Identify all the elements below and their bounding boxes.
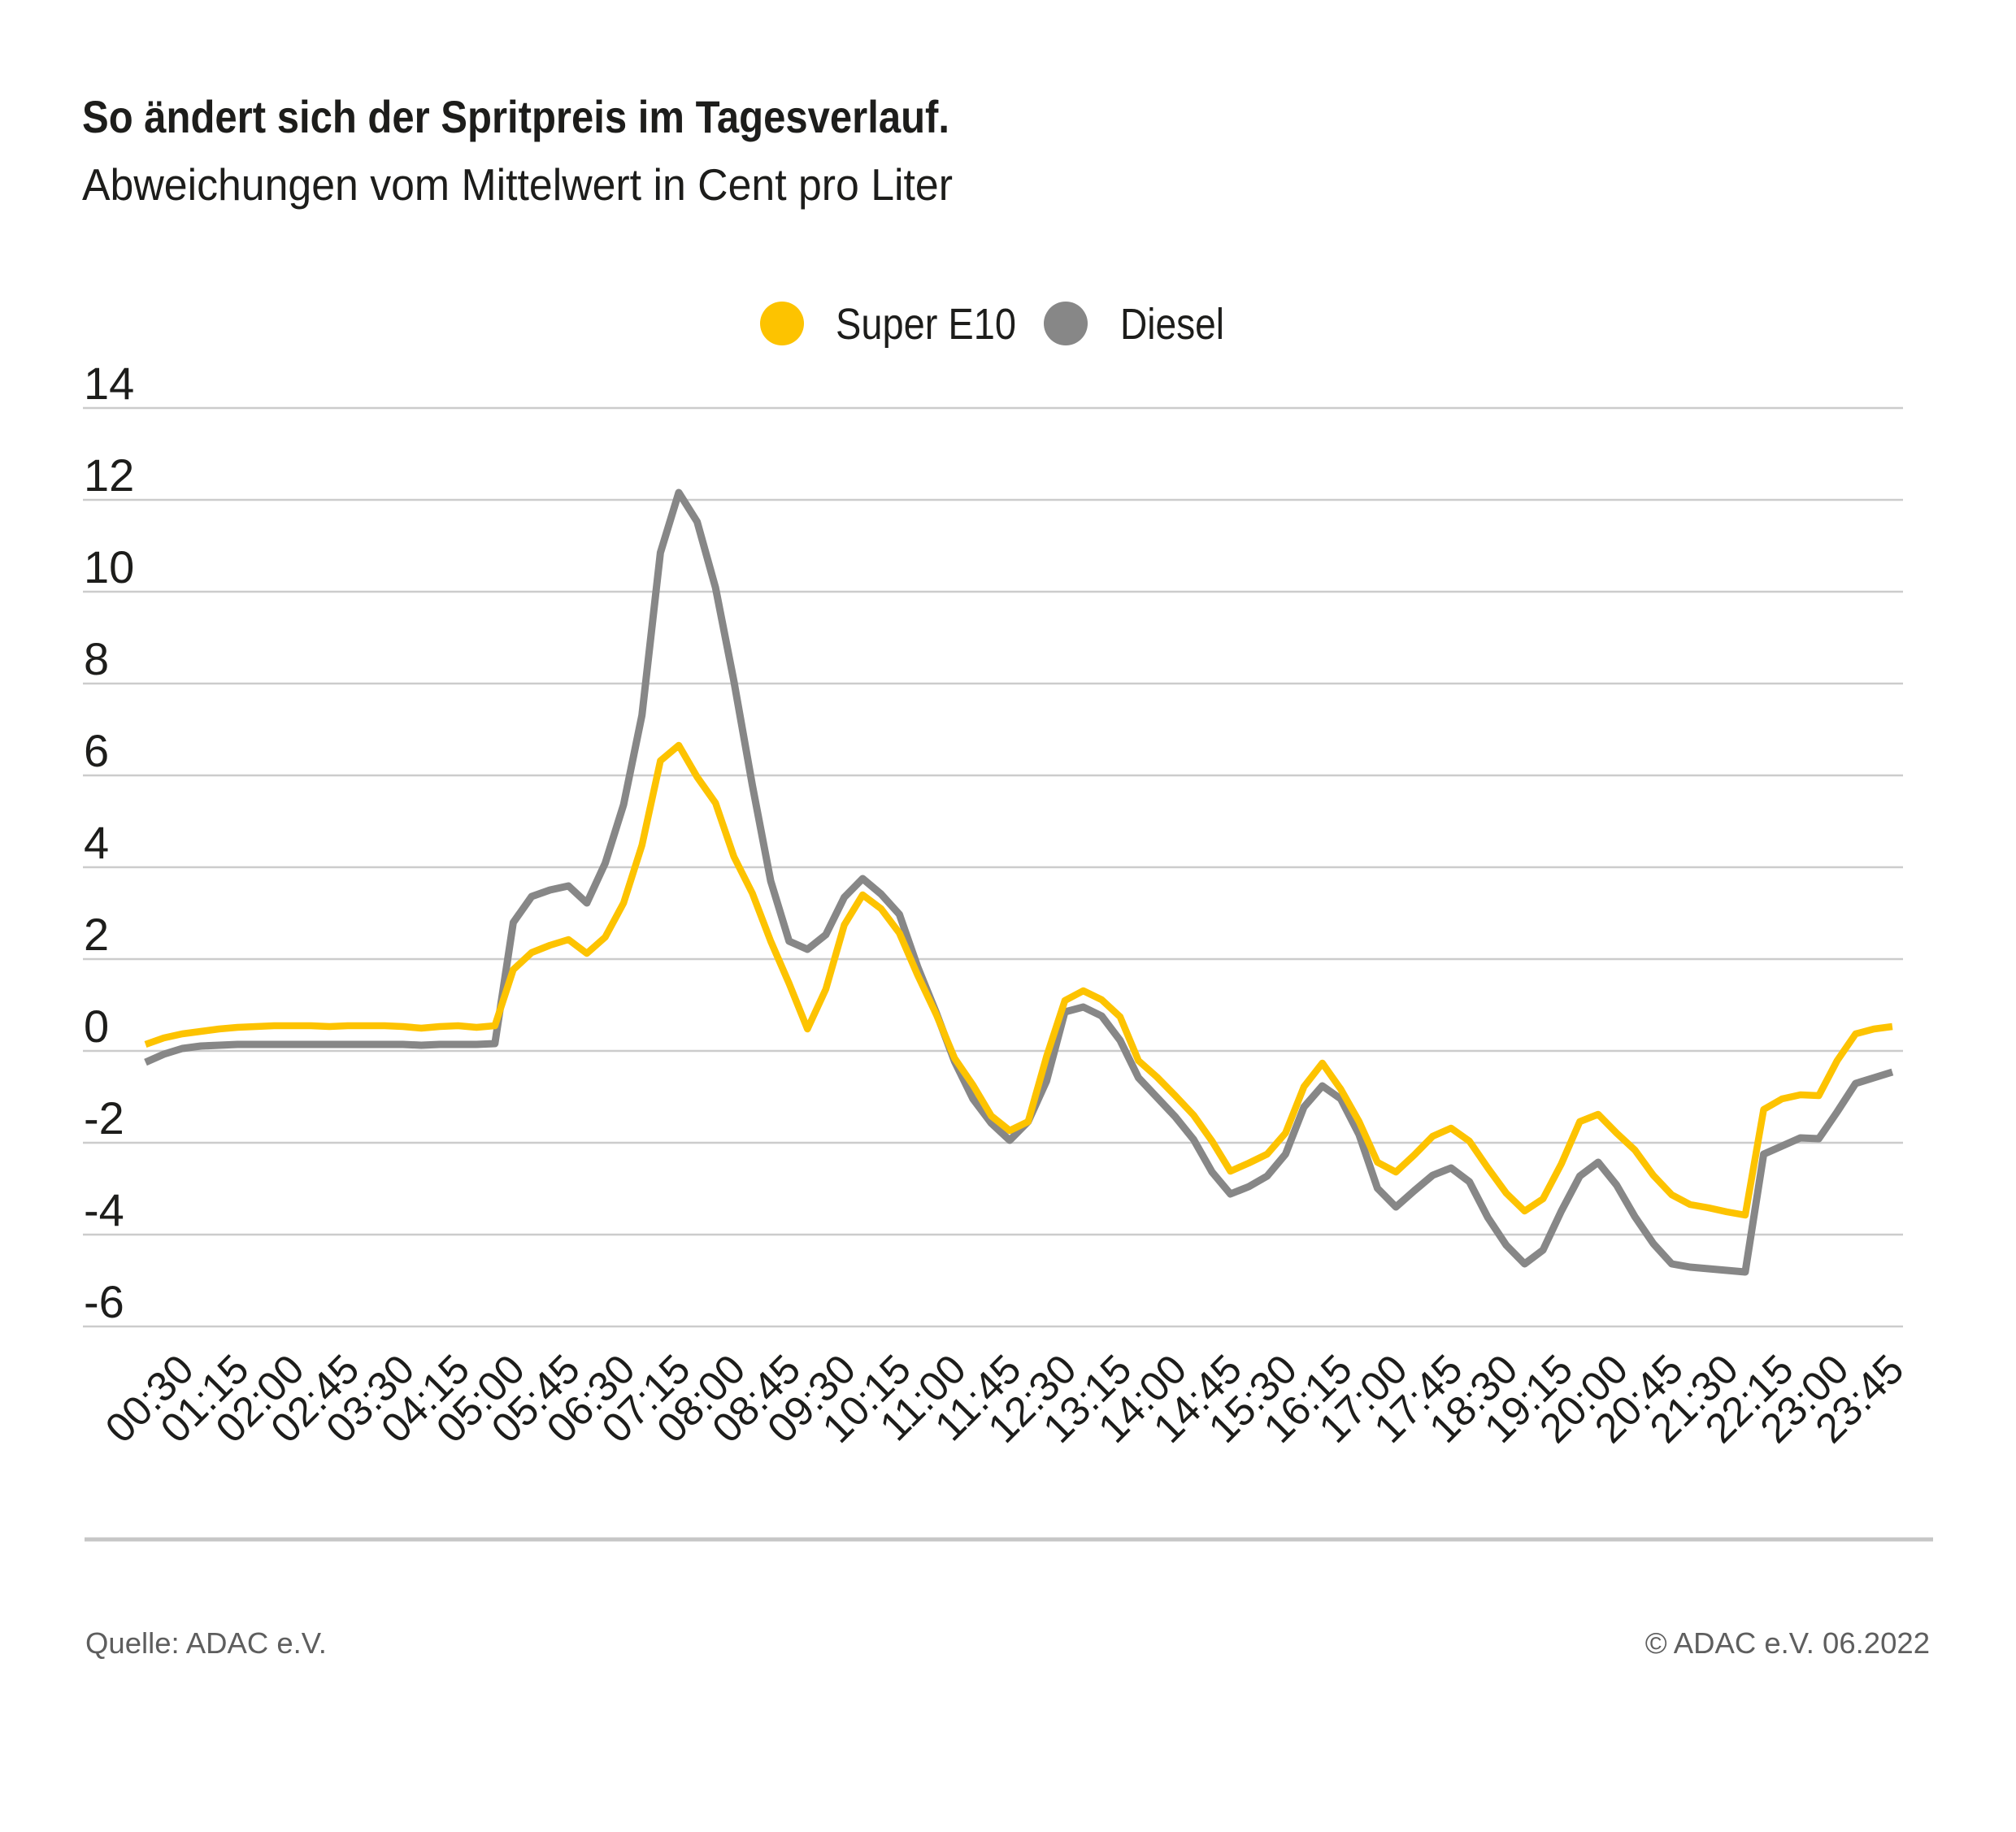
svg-text:10: 10 bbox=[84, 541, 134, 593]
svg-text:6: 6 bbox=[84, 725, 109, 776]
svg-text:0: 0 bbox=[84, 1001, 109, 1052]
svg-text:12: 12 bbox=[84, 449, 134, 501]
svg-text:4: 4 bbox=[84, 817, 109, 868]
svg-text:So ändert sich der Spritpreis: So ändert sich der Spritpreis im Tagesve… bbox=[82, 91, 949, 142]
svg-text:© ADAC e.V. 06.2022: © ADAC e.V. 06.2022 bbox=[1645, 1626, 1930, 1660]
svg-text:-2: -2 bbox=[84, 1092, 124, 1144]
svg-text:2: 2 bbox=[84, 909, 109, 960]
svg-text:-6: -6 bbox=[84, 1276, 124, 1327]
svg-text:14: 14 bbox=[84, 358, 134, 409]
svg-text:-4: -4 bbox=[84, 1184, 124, 1235]
svg-text:Quelle: ADAC e.V.: Quelle: ADAC e.V. bbox=[85, 1626, 327, 1660]
svg-text:Diesel: Diesel bbox=[1120, 300, 1224, 349]
svg-text:Super E10: Super E10 bbox=[836, 300, 1016, 349]
svg-text:8: 8 bbox=[84, 633, 109, 684]
svg-text:Abweichungen vom Mittelwert in: Abweichungen vom Mittelwert in Cent pro … bbox=[82, 159, 953, 210]
